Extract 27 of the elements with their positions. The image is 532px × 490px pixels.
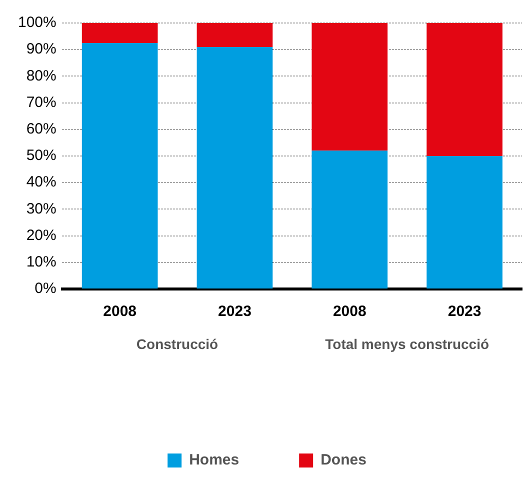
bar (196, 23, 273, 47)
bar (82, 42, 158, 288)
y-tick-label: 90% (26, 40, 56, 58)
y-tick-label: 30% (26, 200, 56, 218)
legend-label: Homes (189, 452, 240, 469)
bar (312, 150, 388, 288)
y-tick-label: 70% (26, 94, 56, 111)
legend-label: Dones (320, 452, 366, 469)
y-tick-label: 80% (26, 67, 56, 84)
y-tick-label: 50% (26, 147, 56, 164)
text: Construcció (136, 336, 218, 352)
bar (426, 156, 502, 288)
y-tick-label: 100% (18, 14, 56, 32)
y-tick-label: 60% (26, 120, 56, 138)
x-tick-label: 2008 (103, 303, 137, 320)
x-tick-label: 2023 (448, 303, 482, 320)
x-tick-label: 2023 (218, 303, 252, 320)
bar (426, 23, 502, 156)
x-tick-label: 2008 (332, 303, 366, 320)
y-tick-label: 0% (34, 280, 56, 298)
bar (312, 23, 388, 151)
bar (82, 23, 158, 43)
y-tick-label: 40% (26, 174, 56, 191)
text: Total menys construcció (325, 336, 490, 352)
y-tick-label: 20% (26, 226, 56, 244)
bar (196, 46, 273, 288)
y-tick-label: 10% (26, 254, 56, 271)
